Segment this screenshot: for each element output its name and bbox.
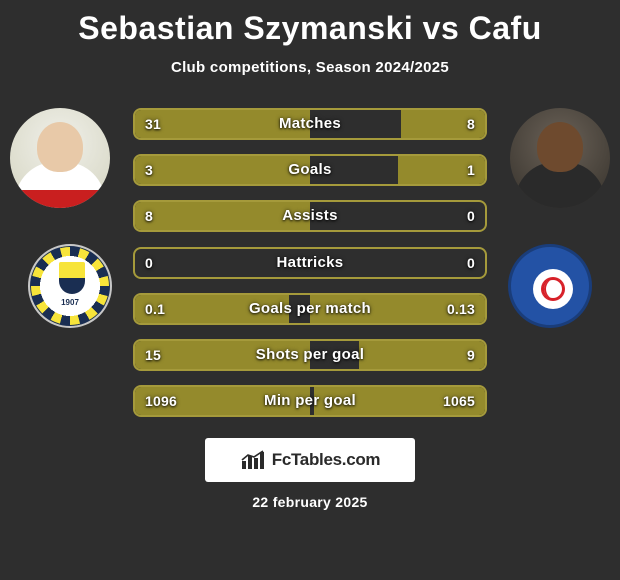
stat-row: 318Matches (135, 110, 485, 138)
comparison-panel: 318Matches 31Goals 80Assists 00Hattricks 0.1… (0, 108, 620, 428)
club-left-crest (28, 244, 112, 328)
crest-moon-icon (544, 280, 562, 298)
brand-text: FcTables.com (272, 450, 381, 470)
avatar-head (537, 122, 583, 172)
stat-label: Goals (135, 156, 485, 184)
stat-row: 0.10.13Goals per match (135, 295, 485, 323)
avatar-head (37, 122, 83, 172)
brand-chart-icon (240, 449, 266, 471)
stat-label: Min per goal (135, 387, 485, 415)
club-right-crest (508, 244, 592, 328)
page-subtitle: Club competitions, Season 2024/2025 (0, 59, 620, 76)
stat-bars: 318Matches 31Goals 80Assists 00Hattricks 0.1… (135, 110, 485, 415)
stat-label: Assists (135, 202, 485, 230)
stat-label: Hattricks (135, 249, 485, 277)
stat-row: 80Assists (135, 202, 485, 230)
stat-label: Matches (135, 110, 485, 138)
stat-row: 31Goals (135, 156, 485, 184)
stat-row: 10961065Min per goal (135, 387, 485, 415)
player-right-avatar (510, 108, 610, 208)
brand-badge: FcTables.com (205, 438, 415, 482)
date-line: 22 february 2025 (0, 494, 620, 510)
stat-row: 159Shots per goal (135, 341, 485, 369)
stat-label: Goals per match (135, 295, 485, 323)
stat-row: 00Hattricks (135, 249, 485, 277)
stat-label: Shots per goal (135, 341, 485, 369)
page-title: Sebastian Szymanski vs Cafu (0, 0, 620, 47)
player-left-avatar (10, 108, 110, 208)
